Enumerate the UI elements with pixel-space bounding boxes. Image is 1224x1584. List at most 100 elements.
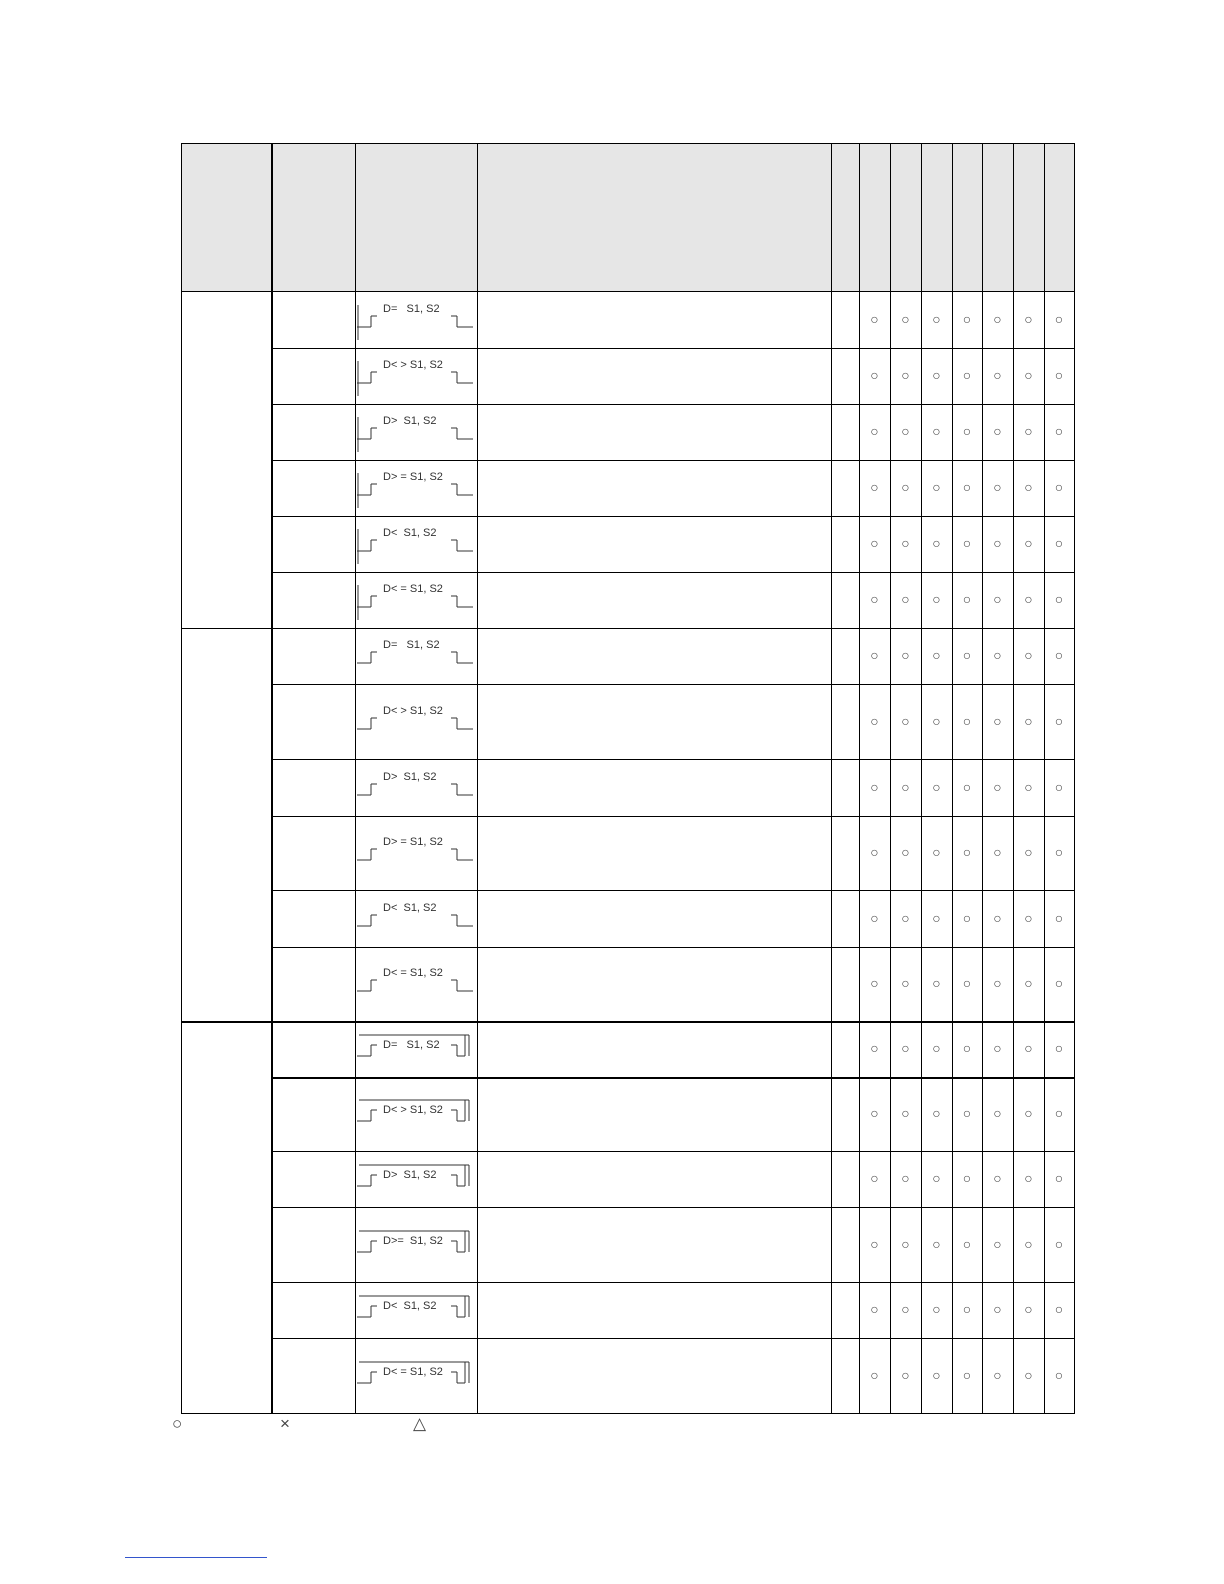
support-mark: ○ (1024, 479, 1033, 495)
ladder-contact-icon (357, 979, 473, 992)
support-mark: ○ (993, 844, 1002, 860)
support-mark: ○ (901, 367, 910, 383)
ladder-symbol: D> S1, S2 (357, 1159, 477, 1199)
support-mark: ○ (932, 423, 941, 439)
support-mark: ○ (1054, 423, 1064, 439)
support-mark: ○ (901, 975, 910, 991)
row-divider (271, 816, 1075, 817)
support-mark: ○ (870, 479, 879, 495)
ladder-contact-icon (357, 473, 473, 508)
ladder-contact-icon (357, 585, 473, 620)
support-mark: ○ (932, 844, 941, 860)
support-mark: ○ (993, 1105, 1002, 1121)
column-divider (1013, 143, 1014, 1414)
row-divider (271, 759, 1075, 760)
symbol-label: D< S1, S2 (383, 1300, 437, 1312)
support-mark: ○ (962, 1105, 972, 1121)
row-divider (271, 947, 1075, 948)
legend-circle: ○ (172, 1414, 183, 1433)
row-divider (271, 348, 1075, 349)
support-mark: ○ (993, 310, 1002, 327)
support-mark: ○ (932, 1105, 941, 1121)
support-mark: ○ (870, 909, 879, 926)
footer-link-underline[interactable] (125, 1557, 267, 1558)
support-mark: ○ (1024, 535, 1033, 551)
support-mark: ○ (901, 1170, 910, 1186)
support-mark: ○ (993, 1040, 1002, 1056)
row-divider (271, 404, 1075, 405)
support-mark: ○ (1024, 712, 1033, 729)
symbol-label: D< > S1, S2 (383, 1104, 443, 1116)
support-mark: ○ (870, 591, 879, 607)
support-mark: ○ (1024, 423, 1033, 439)
support-mark: ○ (870, 1105, 879, 1121)
support-mark: ○ (1054, 1170, 1064, 1186)
column-divider (831, 143, 832, 1414)
ladder-symbol: D< S1, S2 (357, 899, 477, 939)
support-mark: ○ (962, 975, 972, 991)
support-mark: ○ (932, 909, 941, 926)
support-mark: ○ (932, 479, 941, 495)
support-mark: ○ (1054, 712, 1064, 729)
support-mark: ○ (1054, 1301, 1064, 1317)
column-divider (355, 143, 356, 1414)
support-mark: ○ (962, 1301, 972, 1317)
row-divider (271, 1282, 1075, 1283)
ladder-contact-icon (357, 651, 473, 664)
support-mark: ○ (870, 975, 879, 991)
support-mark: ○ (1024, 844, 1033, 860)
support-mark: ○ (1024, 778, 1033, 795)
support-mark: ○ (870, 367, 879, 383)
support-mark: ○ (1054, 1366, 1064, 1383)
support-mark: ○ (962, 1366, 972, 1383)
support-mark: ○ (1024, 1170, 1033, 1186)
symbol-label: D= S1, S2 (383, 639, 440, 651)
support-mark: ○ (901, 712, 910, 729)
support-mark: ○ (870, 1235, 879, 1252)
row-divider (181, 628, 1075, 629)
support-mark: ○ (870, 844, 879, 860)
support-mark: ○ (1054, 367, 1064, 383)
support-mark: ○ (993, 479, 1002, 495)
support-mark: ○ (870, 535, 879, 551)
support-mark: ○ (993, 1170, 1002, 1186)
row-divider (271, 572, 1075, 573)
ladder-contact-icon (357, 1034, 470, 1057)
support-mark: ○ (1024, 1235, 1033, 1252)
ladder-symbol: D>= S1, S2 (357, 1225, 477, 1265)
support-mark: ○ (901, 535, 910, 551)
column-divider (921, 143, 922, 1414)
ladder-symbol: D< = S1, S2 (357, 964, 477, 1004)
support-mark: ○ (870, 1366, 879, 1383)
support-mark: ○ (901, 909, 910, 926)
column-divider (982, 143, 983, 1414)
support-mark: ○ (993, 909, 1002, 926)
symbol-label: D< = S1, S2 (383, 1365, 443, 1378)
column-divider (477, 143, 478, 1414)
support-mark: ○ (993, 1366, 1002, 1383)
row-divider (271, 460, 1075, 461)
column-divider (1074, 143, 1075, 1414)
support-mark: ○ (932, 591, 941, 607)
row-divider (271, 1207, 1075, 1208)
symbol-label: D> S1, S2 (383, 1169, 437, 1181)
column-divider (271, 143, 273, 1414)
row-divider (181, 1021, 1075, 1023)
ladder-symbol: D= S1, S2 (357, 636, 477, 676)
column-divider (1044, 143, 1045, 1414)
support-mark: ○ (932, 975, 941, 991)
symbol-label: D< = S1, S2 (383, 967, 443, 979)
row-divider (181, 291, 1075, 292)
ladder-contact-icon (357, 848, 473, 861)
ladder-contact-icon (357, 1099, 470, 1122)
legend-triangle: △ (413, 1414, 427, 1433)
support-mark: ○ (1024, 1366, 1033, 1383)
support-mark: ○ (932, 310, 941, 327)
ladder-symbol: D> = S1, S2 (357, 468, 477, 508)
support-mark: ○ (1054, 310, 1064, 327)
ladder-contact-icon (357, 304, 473, 340)
ladder-symbol: D= S1, S2 (357, 1029, 477, 1069)
ladder-contact-icon (357, 1164, 470, 1187)
ladder-symbol: D> S1, S2 (357, 768, 477, 808)
support-mark: ○ (993, 423, 1002, 439)
